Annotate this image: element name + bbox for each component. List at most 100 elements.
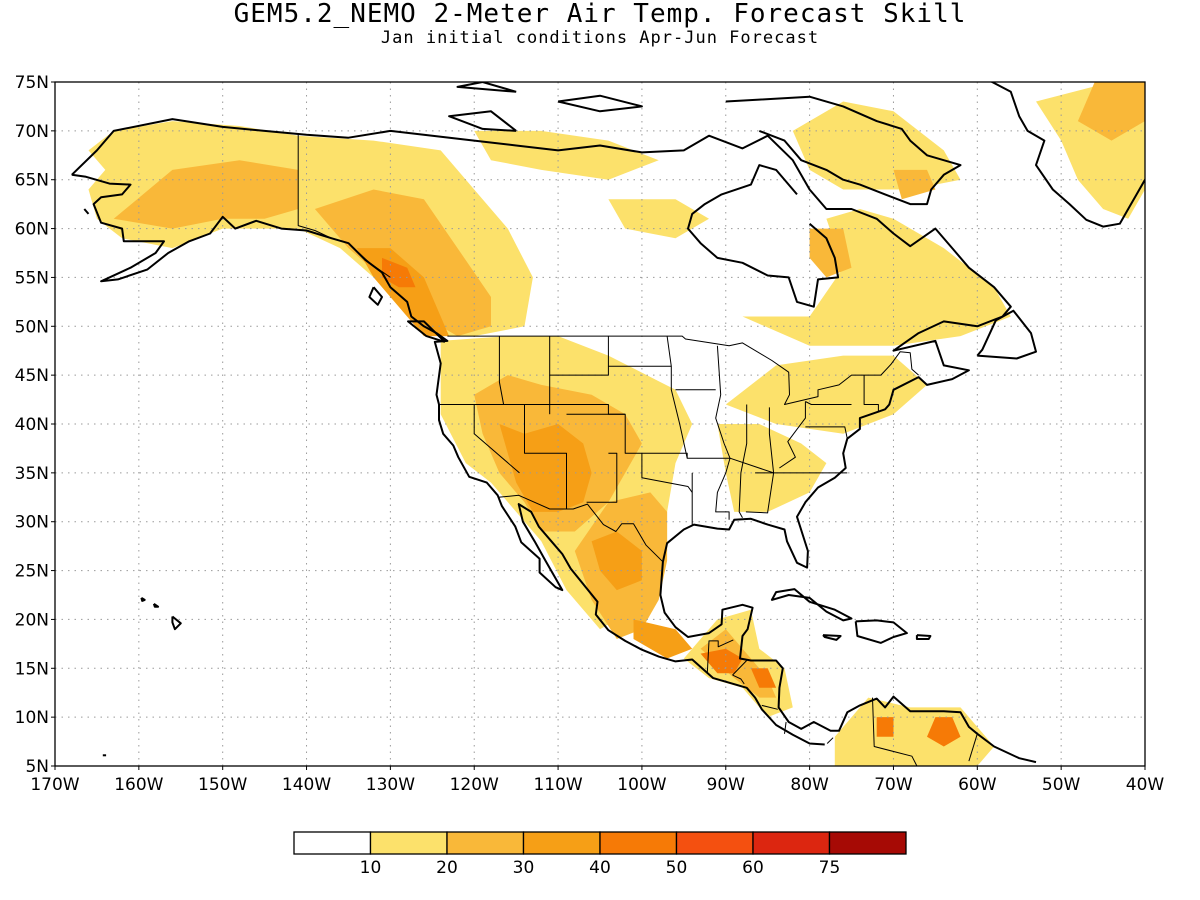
border-line (745, 407, 775, 514)
coastline (557, 94, 643, 113)
colorbar-label: 20 (436, 858, 458, 878)
border-line (641, 453, 693, 525)
border-line (706, 639, 734, 674)
lon-tick-label: 170W (30, 775, 79, 795)
lon-tick-label: 70W (874, 775, 913, 795)
border-line (805, 426, 848, 439)
colorbar-swatch (446, 831, 525, 855)
border-line (761, 704, 778, 710)
border-line (524, 404, 567, 509)
coastline (976, 309, 1037, 360)
colorbar-swatch (675, 831, 754, 855)
lon-tick-label: 60W (958, 775, 997, 795)
coastlines (71, 82, 1145, 764)
skill-region-venezuela-a (876, 717, 894, 737)
colorbar-label: 50 (666, 858, 688, 878)
border-line (732, 660, 748, 676)
coastline (152, 602, 160, 608)
lat-tick-label: 20N (15, 610, 49, 630)
coastline (171, 615, 182, 631)
lon-tick-label: 80W (790, 775, 829, 795)
border-line (872, 697, 918, 766)
skill-region-quebec-labrador (742, 209, 1011, 346)
colorbar-label: 30 (513, 858, 535, 878)
border-line (549, 336, 609, 376)
border-line (826, 737, 834, 744)
colorbar-swatch (752, 831, 831, 855)
lon-tick-label: 130W (366, 775, 415, 795)
skill-region-south-america (834, 697, 995, 766)
lat-tick-label: 55N (15, 268, 49, 288)
lon-tick-label: 100W (617, 775, 666, 795)
coastline (71, 173, 825, 746)
coastline (456, 82, 517, 93)
border-line (805, 401, 852, 405)
coastline (368, 286, 383, 306)
lon-tick-label: 160W (114, 775, 163, 795)
lat-tick-label: 60N (15, 220, 49, 240)
colorbar-swatch (522, 831, 601, 855)
skill-shading-layer (88, 82, 1145, 766)
colorbar: 10 20 30 40 50 60 75 (293, 831, 907, 878)
border-line (968, 733, 978, 762)
border-line (473, 404, 520, 474)
skill-region-greenland-core (1077, 82, 1145, 141)
coastline (71, 118, 1037, 764)
lat-tick-label: 25N (15, 562, 49, 582)
lon-tick-label: 90W (707, 775, 746, 795)
coastline (140, 597, 146, 602)
border-line (732, 674, 745, 685)
lat-tick-label: 35N (15, 464, 49, 484)
skill-region-guatemala (700, 648, 743, 674)
border-line (666, 336, 688, 459)
coastline (854, 619, 908, 644)
colorbar-swatch (599, 831, 678, 855)
skill-region-arctic-islands (474, 130, 659, 180)
colorbar-swatch (828, 831, 907, 855)
border-line (498, 494, 664, 563)
colorbar-swatch (293, 831, 372, 855)
skill-region-venezuela-b (927, 717, 961, 747)
skill-region-southwest (499, 424, 592, 512)
lon-tick-label: 110W (533, 775, 582, 795)
lat-tick-label: 70N (15, 122, 49, 142)
coastline (770, 588, 853, 622)
lat-tick-label: 50N (15, 317, 49, 337)
skill-region-southern-mexico (633, 619, 693, 659)
latitude-ticks: 75N 70N 65N 60N 55N 50N 45N 40N 35N 30N 25N 20N 15N 1… (15, 73, 55, 777)
coastline (687, 164, 840, 308)
skill-region-alaska-core (113, 160, 299, 229)
border-line (297, 134, 391, 278)
lat-tick-label: 40N (15, 415, 49, 435)
lon-tick-label: 50W (1042, 775, 1081, 795)
border-line (439, 404, 848, 474)
coastline (83, 208, 90, 215)
skill-region-northern-mexico (591, 531, 642, 591)
lat-tick-label: 45N (15, 366, 49, 386)
colorbar-label: 10 (360, 858, 382, 878)
skill-region-baffin-core (893, 169, 936, 200)
coastline (448, 110, 517, 132)
lon-tick-label: 150W (198, 775, 247, 795)
border-line (784, 721, 787, 734)
chart-subtitle: Jan initial conditions Apr-Jun Forecast (380, 28, 820, 48)
border-line (715, 345, 731, 520)
political-borders (297, 134, 978, 766)
border-line (447, 335, 919, 405)
coastline (989, 82, 1145, 228)
lat-tick-label: 5N (25, 757, 49, 777)
skill-region-quebec-core (809, 228, 852, 278)
lat-tick-label: 10N (15, 708, 49, 728)
border-line (738, 404, 748, 519)
border-line (498, 336, 505, 405)
coastline (822, 634, 842, 641)
skill-region-baffin (792, 101, 961, 190)
lon-tick-label: 140W (282, 775, 331, 795)
skill-region-honduras (750, 668, 777, 688)
lon-tick-label: 120W (450, 775, 499, 795)
chart-title: GEM5.2_NEMO 2-Meter Air Temp. Forecast S… (233, 0, 967, 29)
colorbar-swatch (369, 831, 448, 855)
lat-tick-label: 75N (15, 73, 49, 93)
lon-tick-label: 40W (1126, 775, 1165, 795)
